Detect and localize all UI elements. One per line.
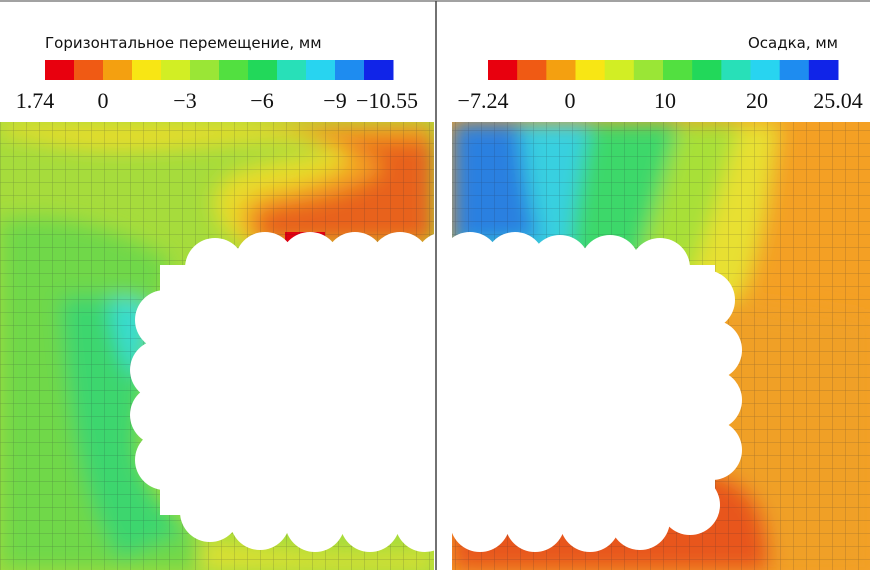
colorbar-segment bbox=[219, 60, 249, 80]
panel-title: Горизонтальное перемещение, мм bbox=[45, 34, 322, 52]
colorbar-segment bbox=[663, 60, 693, 80]
colorbar-segment bbox=[633, 60, 664, 80]
colorbar-label: 0 bbox=[565, 88, 576, 113]
colorbar-label: −6 bbox=[250, 88, 273, 113]
colorbar-segment bbox=[575, 60, 606, 80]
colorbar-segment bbox=[277, 60, 307, 80]
colorbar-segment bbox=[721, 60, 751, 80]
colorbar-segment bbox=[779, 60, 810, 80]
colorbar-segment bbox=[692, 60, 722, 80]
left-field bbox=[0, 122, 434, 570]
colorbar-label: 25.04 bbox=[813, 88, 863, 113]
colorbar-segment bbox=[750, 60, 781, 80]
colorbar-label: 10 bbox=[654, 88, 676, 113]
colorbar-label: 1.74 bbox=[16, 88, 55, 113]
colorbars: 1.74 0 −3 −6 −9 −10.55 −7.24 0 10 20 25.04 bbox=[16, 60, 863, 113]
colorbar-label: 0 bbox=[98, 88, 109, 113]
colorbar-segment bbox=[161, 60, 191, 80]
colorbar-label: −10.55 bbox=[356, 88, 418, 113]
colorbar-label: −9 bbox=[323, 88, 346, 113]
colorbar-segment bbox=[190, 60, 220, 80]
colorbar-label: 20 bbox=[746, 88, 768, 113]
colorbar-segment bbox=[103, 60, 133, 80]
colorbar-segment bbox=[74, 60, 104, 80]
colorbar-label: −7.24 bbox=[458, 88, 509, 113]
colorbar-segment bbox=[488, 60, 518, 80]
colorbar-segment bbox=[364, 60, 394, 80]
colorbar-segment bbox=[306, 60, 336, 80]
colorbar-segment bbox=[517, 60, 547, 80]
colorbar-segment bbox=[808, 60, 839, 80]
colorbar-segment bbox=[604, 60, 635, 80]
colorbar-segment bbox=[335, 60, 365, 80]
colorbar-label: −3 bbox=[173, 88, 196, 113]
colorbar-segment bbox=[248, 60, 278, 80]
panel-title: Осадка, мм bbox=[748, 34, 838, 52]
colorbar-segment bbox=[546, 60, 576, 80]
colorbar-segment bbox=[132, 60, 162, 80]
right-field bbox=[452, 122, 870, 570]
colorbar-segment bbox=[45, 60, 75, 80]
